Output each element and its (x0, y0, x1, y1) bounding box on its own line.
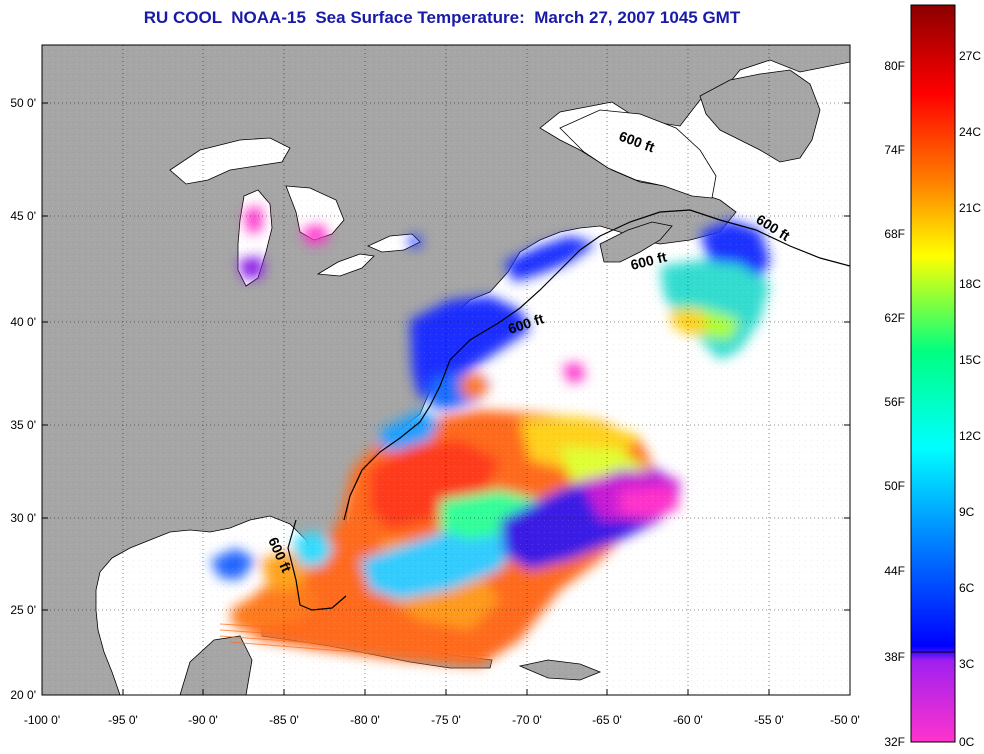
colorbar-c-label: 27C (959, 49, 981, 63)
depth-contour-600ft (287, 209, 850, 611)
colorbar-f-label: 74F (884, 143, 905, 157)
x-tick-label: -65 0' (592, 713, 622, 727)
colorbar-c-label: 24C (959, 125, 981, 139)
x-tick-label: -50 0' (830, 713, 860, 727)
colorbar-c-label: 21C (959, 201, 981, 215)
y-tick-label: 35 0' (10, 418, 36, 432)
colorbar-f-label: 62F (884, 311, 905, 325)
x-tick-label: -100 0' (24, 713, 60, 727)
y-tick-label: 50 0' (10, 96, 36, 110)
x-tick-label: -55 0' (754, 713, 784, 727)
y-tick-label: 30 0' (10, 511, 36, 525)
x-tick-label: -80 0' (350, 713, 380, 727)
y-tick-label: 40 0' (10, 315, 36, 329)
colorbar-c-label: 15C (959, 353, 981, 367)
colorbar-c-label: 12C (959, 429, 981, 443)
colorbar-c-label: 9C (959, 505, 975, 519)
x-tick-label: -60 0' (673, 713, 703, 727)
colorbar-f-label: 32F (884, 735, 905, 749)
colorbar-gradient (910, 4, 956, 743)
map-grid (42, 45, 850, 695)
x-tick-label: -75 0' (431, 713, 461, 727)
x-tick-label: -70 0' (512, 713, 542, 727)
y-tick-label: 25 0' (10, 603, 36, 617)
colorbar-f-label: 50F (884, 479, 905, 493)
colorbar-f-label: 56F (884, 395, 905, 409)
map-title: RU COOL NOAA-15 Sea Surface Temperature:… (143, 8, 741, 27)
colorbar-f-label: 80F (884, 59, 905, 73)
y-tick-label: 45 0' (10, 209, 36, 223)
x-tick-label: -95 0' (108, 713, 138, 727)
x-tick-label: -90 0' (188, 713, 218, 727)
colorbar-c-label: 18C (959, 277, 981, 291)
x-tick-label: -85 0' (269, 713, 299, 727)
colorbar-f-label: 44F (884, 564, 905, 578)
colorbar-c-label: 6C (959, 581, 975, 595)
y-tick-label: 20 0' (10, 688, 36, 702)
colorbar-c-label: 0C (959, 735, 975, 749)
colorbar-f-label: 38F (884, 650, 905, 664)
colorbar-f-label: 68F (884, 227, 905, 241)
colorbar-c-label: 3C (959, 657, 975, 671)
